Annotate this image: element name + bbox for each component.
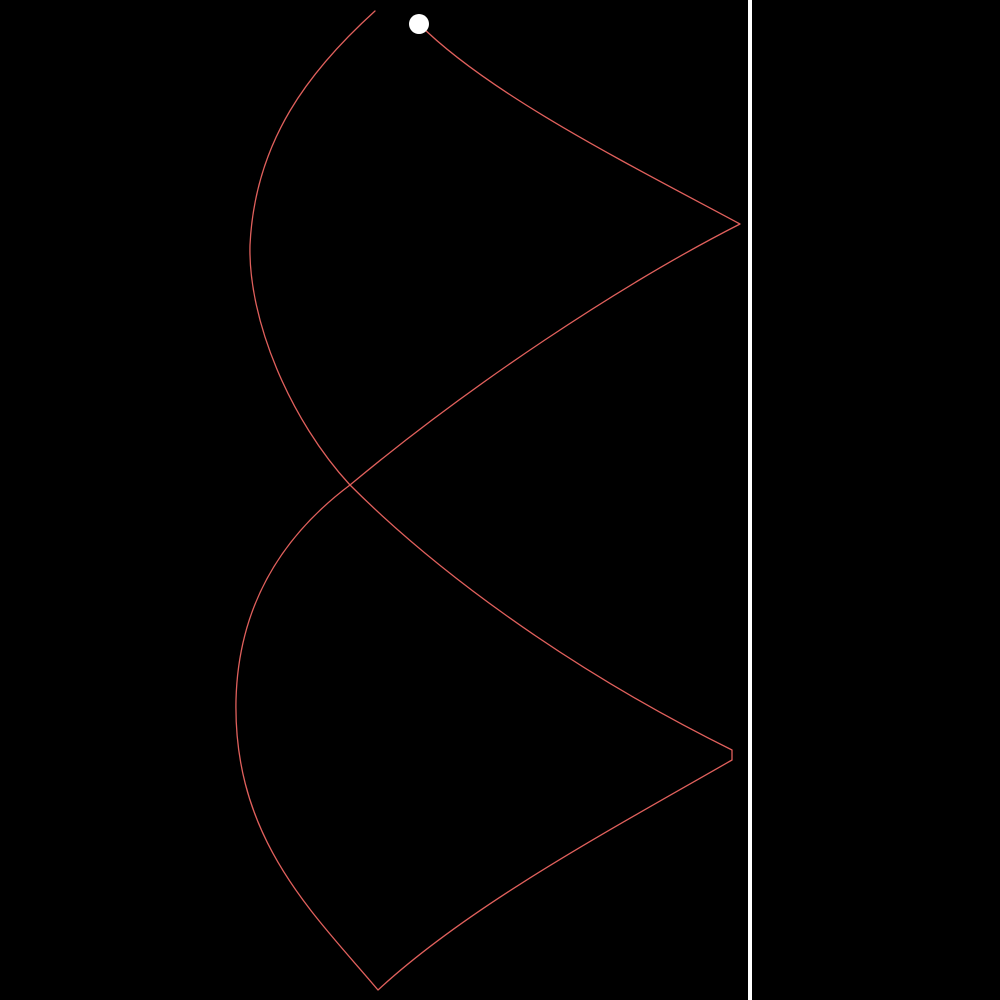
ball <box>409 14 429 34</box>
vertical-wall <box>748 0 752 1000</box>
motion-trail <box>235 10 741 991</box>
